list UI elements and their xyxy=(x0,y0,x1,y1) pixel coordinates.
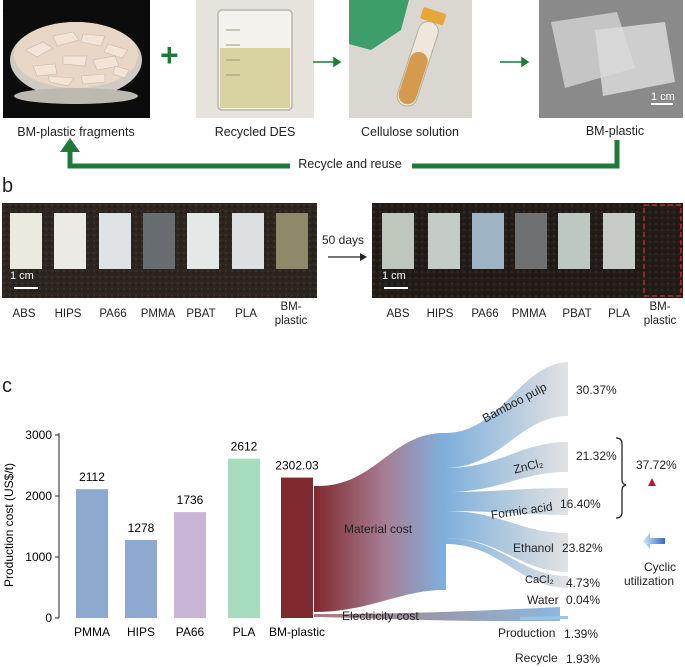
material-cost-flow xyxy=(314,433,444,612)
recycled-des-photo xyxy=(196,0,314,118)
sample-label: ABS xyxy=(12,308,36,320)
sample-label: HIPS xyxy=(54,308,82,320)
ethanol-label: Ethanol xyxy=(513,541,554,555)
category-label: PMMA xyxy=(74,625,110,639)
ethanol-flow xyxy=(446,511,568,572)
sample-label: PBAT xyxy=(562,308,592,320)
cacl2-flow xyxy=(446,538,568,588)
recycle-arrowhead xyxy=(60,138,80,152)
cyclic-label-1: Cyclic xyxy=(644,560,676,574)
water-label: Water xyxy=(527,593,559,607)
bar-value-label: 1736 xyxy=(177,493,204,507)
bamboo-pulp-flow xyxy=(446,362,568,468)
bar-value-label: 2612 xyxy=(231,440,258,454)
sample-label: PLA xyxy=(235,308,257,320)
material-node xyxy=(440,433,446,590)
sample-label: PA66 xyxy=(471,308,499,320)
bar-hips xyxy=(125,540,157,618)
bars xyxy=(76,458,313,618)
caption-fragments: BM-plastic fragments xyxy=(17,125,135,139)
production-pct: 1.39% xyxy=(564,627,599,641)
sample-label: PMMA xyxy=(511,308,547,320)
cyclic-arrow-icon xyxy=(643,533,665,549)
cyclic-bracket xyxy=(615,437,627,519)
bar-value-label: 2302.03 xyxy=(275,459,319,473)
material-cost-label: Material cost xyxy=(344,522,413,536)
category-label: BM-plastic xyxy=(269,625,325,639)
bar-pmma xyxy=(76,489,108,618)
samples-before-photo xyxy=(2,203,317,298)
zncl2-flow xyxy=(446,442,568,492)
panel-c-letter: c xyxy=(2,375,12,397)
ethanol-pct: 23.82% xyxy=(562,541,603,555)
increase-triangle-icon xyxy=(648,478,656,486)
sample-label: BM- plastic xyxy=(274,301,308,327)
caption-cellulose-solution: Cellulose solution xyxy=(361,125,459,139)
film-scale-bar-label: 1 cm xyxy=(651,91,675,103)
recycle-pct: 1.93% xyxy=(566,652,601,666)
fifty-days-label: 50 days xyxy=(322,233,365,247)
bar-pla xyxy=(228,458,260,618)
plus-sign: + xyxy=(160,37,179,73)
category-label: PLA xyxy=(233,625,256,639)
category-label: PA66 xyxy=(176,625,205,639)
y-tick-label: 3000 xyxy=(25,428,52,442)
electricity-cost-label: Electricity cost xyxy=(342,609,419,623)
fifty-days-arrow xyxy=(328,253,367,261)
bracket-total-label: 37.72% xyxy=(636,458,677,472)
cacl2-label: CaCl₂ xyxy=(525,574,554,586)
caption-recycled-des: Recycled DES xyxy=(214,125,296,139)
production-label: Production xyxy=(498,626,556,640)
water-pct: 0.04% xyxy=(566,593,601,607)
zncl2-pct: 21.32% xyxy=(576,449,617,463)
bar-pa66 xyxy=(174,512,206,618)
caption-bm-plastic: BM-plastic xyxy=(585,124,645,138)
before-scale-label: 1 cm xyxy=(10,270,34,282)
bamboo-pulp-pct: 30.37% xyxy=(576,383,617,397)
samples-after-photo xyxy=(372,203,683,298)
bm-plastic-film-photo xyxy=(539,0,683,118)
bar-value-label: 2112 xyxy=(79,470,105,484)
y-ticks: 0 1000 2000 3000 xyxy=(25,428,59,625)
bar-bm-plastic xyxy=(281,477,313,618)
sample-label: BM- plastic xyxy=(643,301,677,327)
recycle-reuse-label: Recycle and reuse xyxy=(298,157,402,171)
sample-label: PA66 xyxy=(99,308,127,320)
y-tick-label: 1000 xyxy=(25,550,52,564)
sample-label: PBAT xyxy=(186,308,216,320)
category-labels: PMMA HIPS PA66 PLA BM-plastic xyxy=(74,625,325,639)
y-axis-label: Production cost (US$/t) xyxy=(2,463,16,587)
cacl2-pct: 4.73% xyxy=(566,576,601,590)
after-scale-label: 1 cm xyxy=(382,270,406,282)
bm-plastic-fragments-photo xyxy=(3,0,150,118)
production-cost-chart: 0 1000 2000 3000 2112 1278 1736 2612 2302.03 PM… xyxy=(2,362,665,639)
recycle-label: Recycle xyxy=(515,651,558,665)
y-tick-label: 2000 xyxy=(25,489,52,503)
formic-acid-flow xyxy=(446,488,568,515)
category-label: HIPS xyxy=(127,625,155,639)
process-arrows xyxy=(60,56,620,169)
cellulose-solution-photo xyxy=(349,0,472,118)
sample-label: ABS xyxy=(386,308,410,320)
sample-label: PMMA xyxy=(140,308,176,320)
sample-label: PLA xyxy=(608,308,630,320)
bar-value-label: 1278 xyxy=(128,521,155,535)
cyclic-label-2: utilization xyxy=(624,574,675,588)
electricity-cost-flow xyxy=(314,607,560,622)
sample-label: HIPS xyxy=(426,308,454,320)
y-tick-label: 0 xyxy=(45,611,52,625)
panel-b-letter: b xyxy=(2,175,14,197)
production-flow xyxy=(520,616,568,620)
formic-acid-pct: 16.40% xyxy=(560,497,601,511)
value-labels: 2112 1278 1736 2612 2302.03 xyxy=(79,440,319,535)
